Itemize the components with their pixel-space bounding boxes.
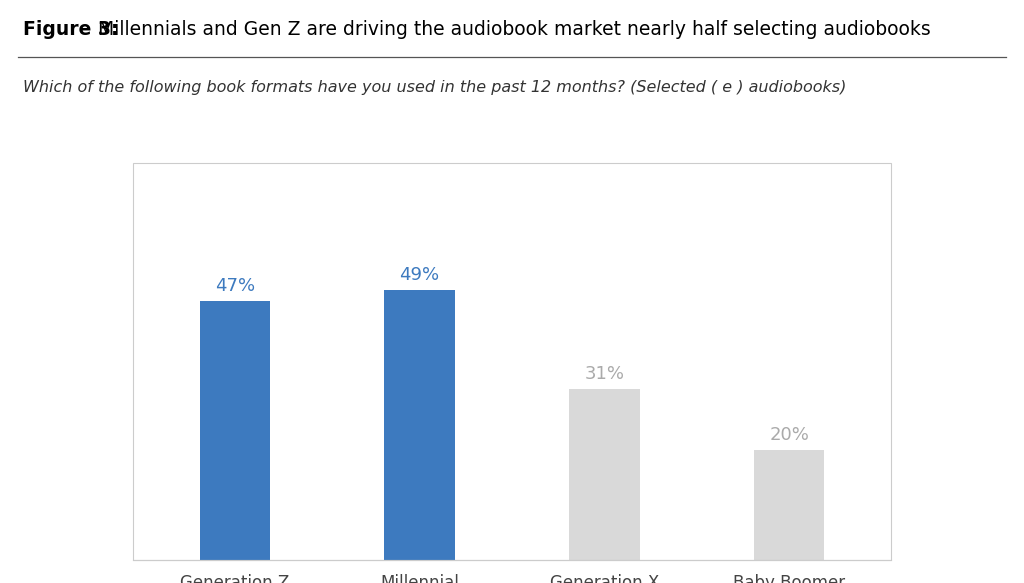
Text: Which of the following book formats have you used in the past 12 months? (Select: Which of the following book formats have… bbox=[23, 80, 846, 96]
Bar bbox=[200, 301, 270, 560]
Bar bbox=[569, 389, 640, 560]
Bar bbox=[384, 290, 455, 560]
Text: 20%: 20% bbox=[769, 426, 809, 444]
Text: Millennials and Gen Z are driving the audiobook market nearly half selecting aud: Millennials and Gen Z are driving the au… bbox=[92, 20, 931, 40]
Text: 47%: 47% bbox=[215, 278, 255, 296]
Text: 49%: 49% bbox=[399, 266, 439, 285]
Bar bbox=[754, 449, 824, 560]
Text: 31%: 31% bbox=[585, 366, 625, 384]
Text: Figure 3:: Figure 3: bbox=[23, 20, 118, 40]
